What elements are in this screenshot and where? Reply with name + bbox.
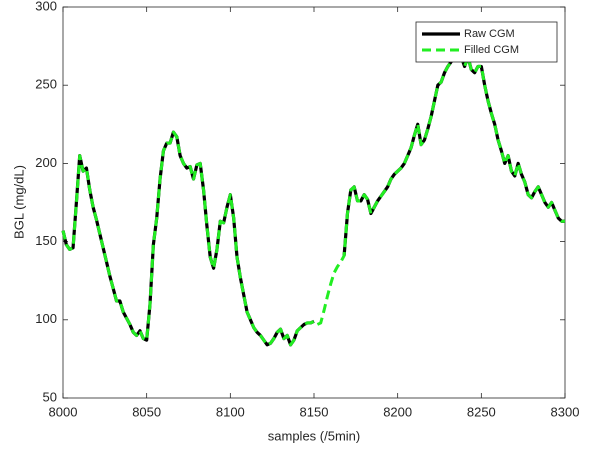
x-tick-label: 8300 (551, 404, 580, 419)
y-tick-label: 300 (35, 0, 57, 13)
y-tick-label: 50 (43, 389, 57, 404)
y-axis-label: BGL (mg/dL) (11, 165, 26, 239)
x-tick-label: 8150 (300, 404, 329, 419)
y-tick-label: 100 (35, 311, 57, 326)
x-axis-label: samples (/5min) (268, 428, 360, 443)
y-tick-label: 200 (35, 155, 57, 170)
x-tick-label: 8200 (383, 404, 412, 419)
x-tick-label: 8000 (49, 404, 78, 419)
legend-box (415, 21, 558, 63)
legend-label: Raw CGM (464, 28, 515, 40)
x-tick-label: 8250 (467, 404, 496, 419)
legend-label: Filled CGM (464, 44, 519, 56)
y-tick-label: 250 (35, 77, 57, 92)
x-tick-label: 8050 (132, 404, 161, 419)
plot-area (62, 6, 566, 399)
y-tick-label: 150 (35, 233, 57, 248)
x-tick-label: 8100 (216, 404, 245, 419)
